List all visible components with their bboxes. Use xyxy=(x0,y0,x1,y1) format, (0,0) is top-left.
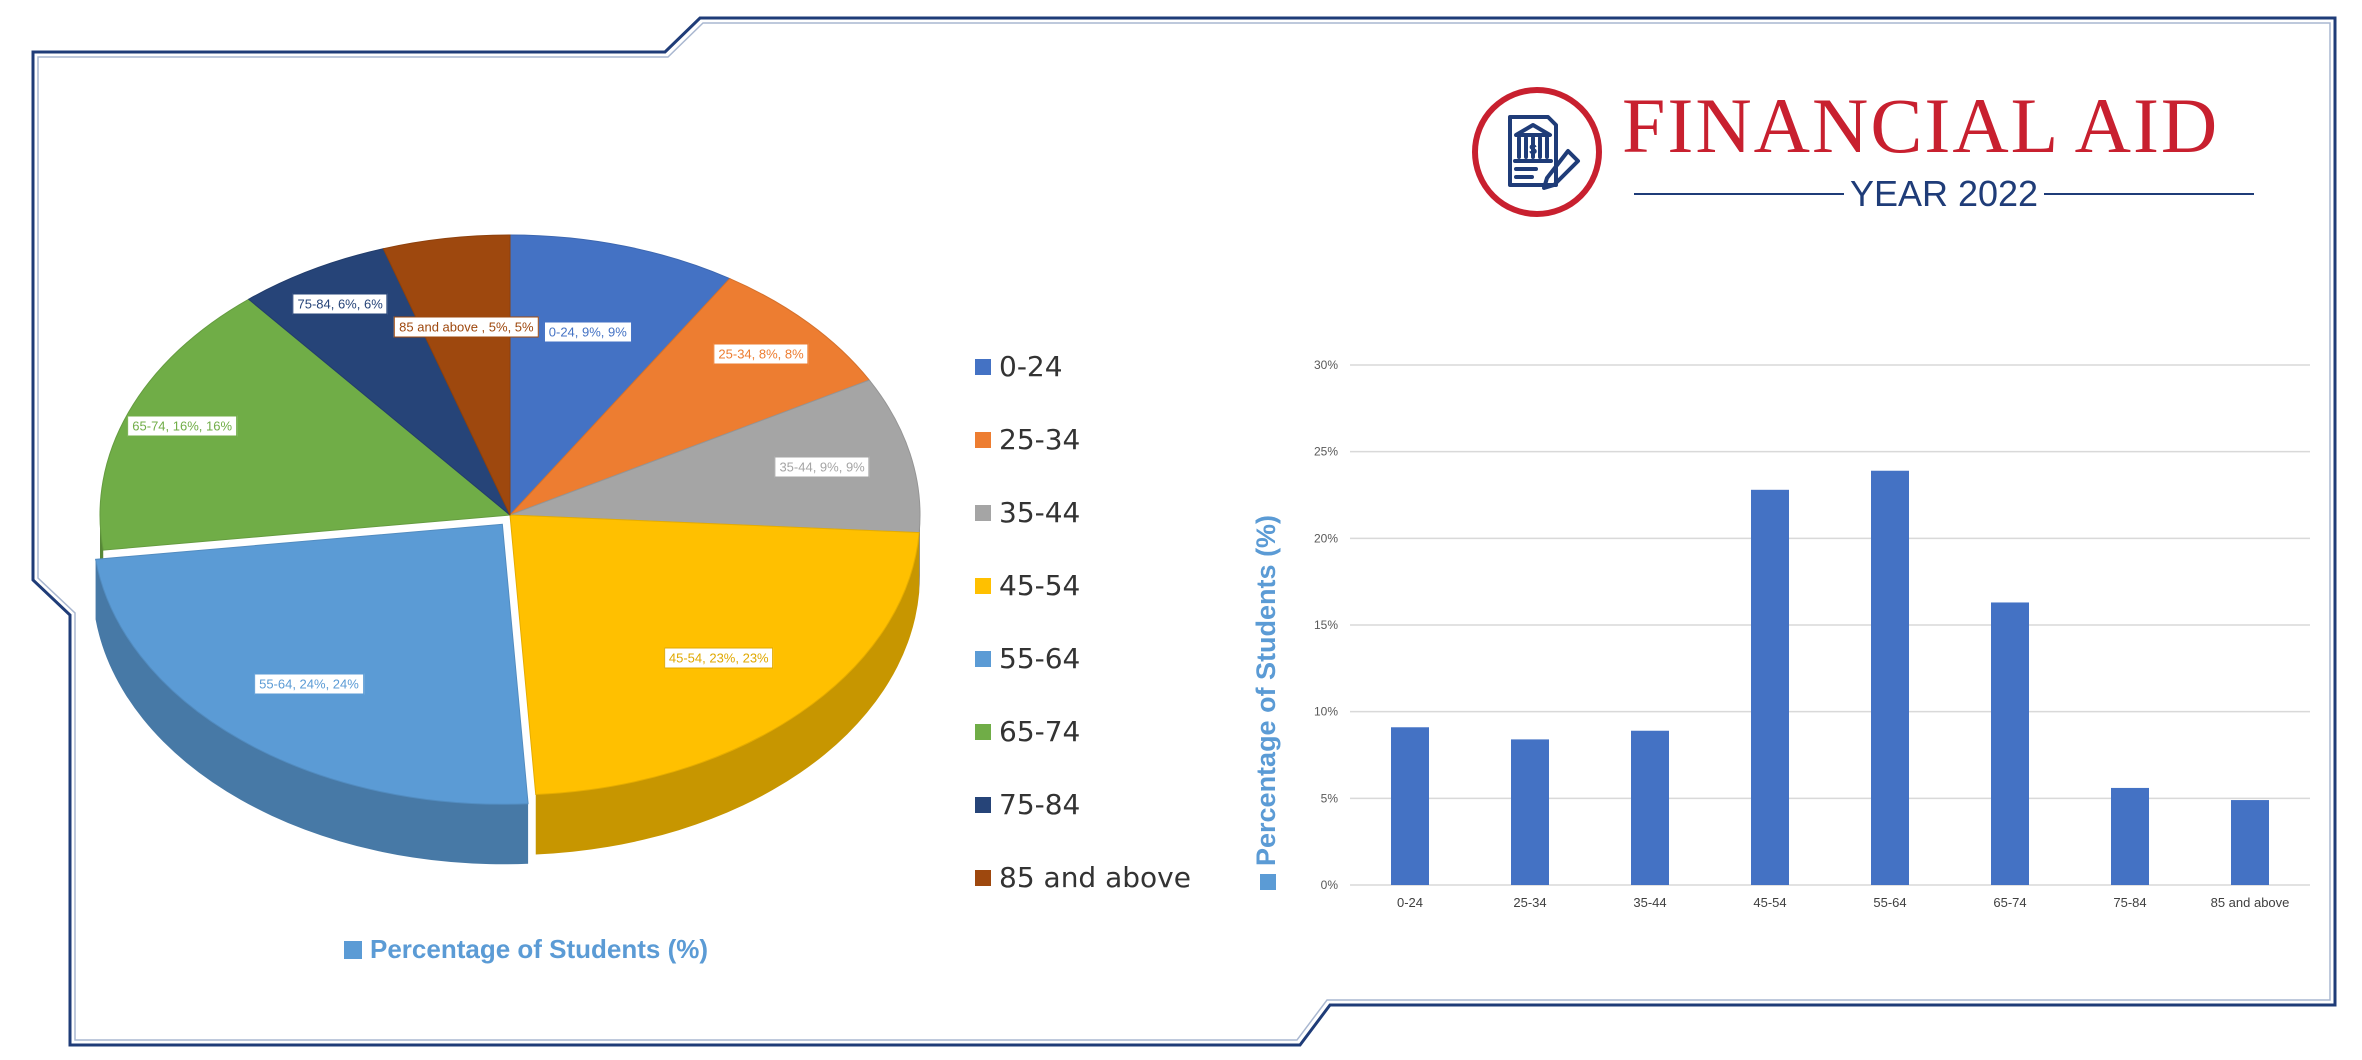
legend-label: 45-54 xyxy=(999,569,1081,602)
y-tick-label: 25% xyxy=(1314,445,1338,459)
pie-chart xyxy=(94,234,921,865)
legend-item: 35-44 xyxy=(975,476,1191,549)
legend-swatch xyxy=(1260,874,1276,890)
y-axis-title: Percentage of Students (%) xyxy=(1251,515,1281,890)
legend-label: 25-34 xyxy=(999,423,1081,456)
pie-legend: 0-24 25-34 35-44 45-54 55-64 65-74 75-84 85 and… xyxy=(975,330,1191,914)
legend-label: 55-64 xyxy=(999,642,1081,675)
legend-label: 75-84 xyxy=(999,788,1081,821)
pie-slice-85 and above xyxy=(382,234,511,516)
pie-data-label: 25-34, 8%, 8% xyxy=(713,343,809,365)
x-tick-label: 35-44 xyxy=(1633,895,1666,910)
bar-chart: 0% 5% 10% 15% 20% 25% 30% Percentage of Student… xyxy=(1251,358,2310,910)
x-tick-label: 45-54 xyxy=(1753,895,1786,910)
legend-item: 0-24 xyxy=(975,330,1191,403)
pie-slice-75-84 xyxy=(247,248,511,516)
bar-25-34 xyxy=(1511,739,1549,885)
bank-document-pen-icon: $ xyxy=(1472,87,1602,217)
legend-label: 0-24 xyxy=(999,350,1063,383)
bar-0-24 xyxy=(1391,727,1429,885)
pie-slice-65-74 xyxy=(99,298,512,551)
pie-data-label: 35-44, 9%, 9% xyxy=(774,456,870,478)
x-tick-label: 0-24 xyxy=(1397,895,1423,910)
x-tick-label: 75-84 xyxy=(2113,895,2146,910)
pie-slice-35-44 xyxy=(509,379,921,534)
legend-swatch xyxy=(975,869,991,886)
bar-55-64 xyxy=(1871,470,1909,885)
x-tick-label: 55-64 xyxy=(1873,895,1906,910)
pie-data-label: 85 and above , 5%, 5% xyxy=(394,316,539,338)
legend-item: 25-34 xyxy=(975,403,1191,476)
pie-side-45-54 xyxy=(535,532,920,855)
brand-header: $ FINANCIAL AID YEAR 2022 xyxy=(1470,82,2270,225)
legend-swatch xyxy=(344,940,362,959)
x-tick-label: 25-34 xyxy=(1513,895,1546,910)
legend-swatch xyxy=(975,431,991,448)
legend-label: 35-44 xyxy=(999,496,1081,529)
pie-side-55-64 xyxy=(95,559,529,865)
pie-slice-0-24 xyxy=(509,234,731,517)
brand-year: YEAR 2022 xyxy=(1843,173,2045,214)
x-tick-label: 65-74 xyxy=(1993,895,2026,910)
pie-slice-25-34 xyxy=(509,277,871,516)
bar-75-84 xyxy=(2111,787,2149,885)
legend-swatch xyxy=(975,796,991,813)
brand-year-row: YEAR 2022 xyxy=(1634,173,2254,214)
bar-85 and above xyxy=(2231,800,2269,885)
y-tick-label: 15% xyxy=(1314,618,1338,632)
bar-35-44 xyxy=(1631,730,1669,885)
pie-data-label: 75-84, 6%, 6% xyxy=(292,293,388,315)
legend-swatch xyxy=(975,358,991,375)
y-tick-label: 0% xyxy=(1321,878,1339,892)
pie-tops xyxy=(94,234,921,805)
pie-data-label: 45-54, 23%, 23% xyxy=(663,647,774,669)
x-tick-label: 85 and above xyxy=(2211,895,2290,910)
pie-data-label: 0-24, 9%, 9% xyxy=(543,321,632,343)
svg-text:$: $ xyxy=(1529,141,1537,157)
bar-45-54 xyxy=(1751,489,1789,885)
legend-item: 65-74 xyxy=(975,695,1191,768)
y-tick-label: 10% xyxy=(1314,705,1338,719)
legend-label: 85 and above xyxy=(999,861,1191,894)
legend-item: 85 and above xyxy=(975,841,1191,914)
pie-slice-55-64 xyxy=(94,523,529,805)
y-tick-label: 20% xyxy=(1314,531,1338,545)
legend-swatch xyxy=(975,723,991,740)
legend-swatch xyxy=(975,577,991,594)
legend-item: 45-54 xyxy=(975,549,1191,622)
legend-item: 75-84 xyxy=(975,768,1191,841)
brand-title: FINANCIAL AID xyxy=(1622,82,2220,169)
legend-label: 65-74 xyxy=(999,715,1081,748)
legend-item: 55-64 xyxy=(975,622,1191,695)
pie-series-legend: Percentage of Students (%) xyxy=(344,934,708,965)
pie-data-label: 65-74, 16%, 16% xyxy=(127,415,238,437)
y-axis-label: Percentage of Students (%) xyxy=(1251,515,1281,866)
bar-65-74 xyxy=(1991,602,2029,885)
y-tick-label: 30% xyxy=(1314,358,1338,372)
pie-data-label: 55-64, 24%, 24% xyxy=(254,673,364,695)
legend-swatch xyxy=(975,650,991,667)
legend-swatch xyxy=(975,504,991,521)
pie-series-name: Percentage of Students (%) xyxy=(370,934,709,964)
y-tick-label: 5% xyxy=(1321,791,1339,805)
